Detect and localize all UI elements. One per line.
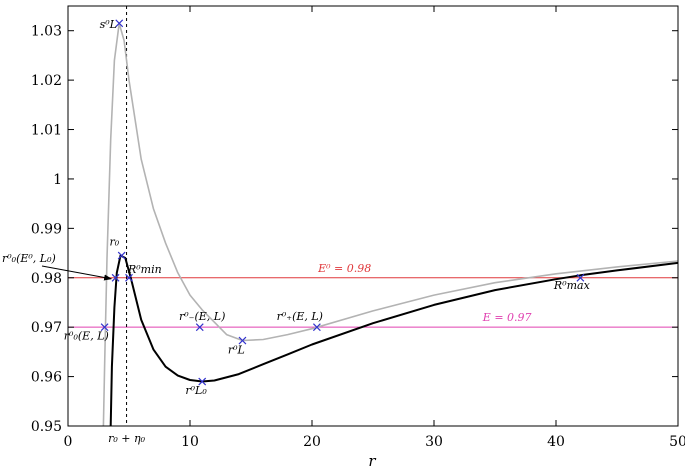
y-tick-label: 1 <box>53 172 62 188</box>
y-tick-label: 0.96 <box>31 370 62 386</box>
marker-4 <box>100 323 109 332</box>
plot-frame <box>67 5 679 427</box>
y-tick-label: 0.97 <box>31 320 62 336</box>
plot-area <box>68 6 678 426</box>
y-tick-label: 1.01 <box>31 123 62 139</box>
arrow <box>41 265 113 281</box>
series-1 <box>109 254 678 426</box>
marker-label-4: r⁰₀(E, L) <box>64 330 109 343</box>
y-tick-label: 0.98 <box>31 271 62 287</box>
marker-label-0: s⁰L <box>100 18 117 31</box>
hline-label-1: E = 0.97 <box>482 311 532 324</box>
marker-7 <box>312 323 321 332</box>
marker-3 <box>111 273 120 282</box>
marker-label-6: r⁰L <box>228 343 245 356</box>
annotations: E⁰ = 0.98 E = 0.97 r₀ + η₀ s⁰L r₀ R⁰min r⁰₀(E,… <box>2 18 591 445</box>
vline-label: r₀ + η₀ <box>108 432 145 445</box>
marker-label-8: r⁰L₀ <box>185 384 207 397</box>
marker-label-2: R⁰min <box>127 263 162 276</box>
x-tick-label: 0 <box>64 434 73 450</box>
marker-label-9: R⁰max <box>553 279 591 292</box>
y-tick-label: 1.02 <box>31 73 62 89</box>
marker-6 <box>238 336 247 345</box>
hline-label-0: E⁰ = 0.98 <box>317 262 371 275</box>
x-tick-label: 30 <box>425 434 443 450</box>
x-tick-label: 50 <box>669 434 685 450</box>
marker-label-1: r₀ <box>110 236 120 249</box>
marker-label-5: r⁰₋(E, L) <box>179 310 225 323</box>
marker-0 <box>115 19 124 28</box>
x-tick-label: 10 <box>181 434 199 450</box>
y-tick-label: 0.95 <box>31 419 62 435</box>
marker-2 <box>125 273 133 282</box>
y-tick-label: 0.99 <box>31 221 62 237</box>
marker-label-7: r⁰₊(E, L) <box>277 310 323 323</box>
marker-9 <box>576 273 585 282</box>
arrow-label: r⁰₀(E⁰, L₀) <box>2 252 56 265</box>
marker-1 <box>117 251 126 260</box>
series-0 <box>102 22 678 426</box>
axes: 0 10 20 30 40 50 0.95 0.96 0.97 0.98 0.99 1 1.01 1.02… <box>31 5 685 450</box>
x-tick-label: 40 <box>547 434 565 450</box>
x-tick-label: 20 <box>303 434 321 450</box>
marker-5 <box>195 323 204 332</box>
x-axis-label: r <box>368 452 376 470</box>
y-tick-label: 1.03 <box>31 24 62 40</box>
marker-8 <box>198 377 207 386</box>
